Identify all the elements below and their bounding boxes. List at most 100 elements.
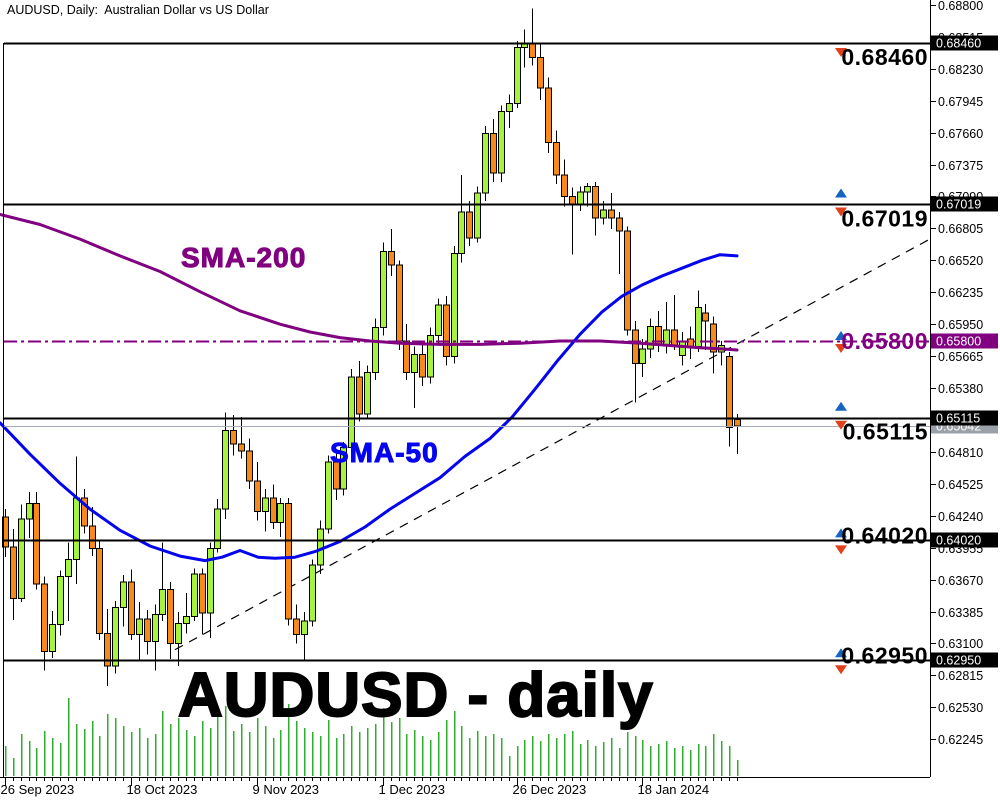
price-tick-label: 0.67945 — [938, 95, 983, 109]
candle-body — [128, 581, 135, 636]
candle-body — [639, 348, 646, 364]
candle — [270, 484, 277, 530]
candle — [710, 316, 717, 374]
candle — [616, 212, 623, 274]
candle — [26, 492, 33, 539]
candle — [435, 298, 442, 344]
candle-body — [57, 575, 64, 625]
candle — [718, 341, 725, 366]
sma-50-line[interactable] — [0, 253, 739, 563]
candle-body — [356, 376, 363, 415]
up-arrow-icon — [835, 331, 847, 341]
level-price-label: 0.65800 — [841, 328, 928, 354]
candle-body — [702, 312, 709, 322]
candle-body — [624, 230, 631, 331]
candle-body — [482, 133, 489, 194]
volume-layer — [4, 698, 739, 776]
candle-body — [616, 217, 623, 232]
price-tick-label: 0.68230 — [938, 63, 983, 77]
candle-body — [600, 209, 607, 219]
candle — [545, 77, 552, 153]
level-0.65800-box-label: 0.65800 — [936, 335, 981, 349]
candle — [238, 417, 245, 459]
candle — [2, 509, 9, 558]
candle — [608, 193, 615, 229]
candles-layer — [2, 8, 741, 687]
candle — [340, 441, 347, 496]
date-label: 9 Nov 2023 — [253, 782, 320, 797]
candle — [81, 488, 88, 534]
candle — [427, 327, 434, 384]
candle — [175, 612, 182, 666]
candle — [569, 187, 576, 255]
candle-body — [112, 607, 119, 667]
price-tick-label: 0.62815 — [938, 669, 983, 683]
up-arrow-icon — [835, 648, 847, 658]
down-arrow-icon — [835, 48, 847, 57]
candle — [458, 175, 465, 263]
price-tick-label: 0.67375 — [938, 159, 983, 173]
level-0.67019-box — [931, 196, 998, 212]
candle-body — [238, 443, 245, 452]
candle — [152, 604, 159, 671]
candle-body — [419, 353, 426, 378]
candle-body — [309, 564, 316, 622]
candle — [120, 575, 127, 627]
candle — [57, 570, 64, 636]
candle — [695, 290, 702, 353]
candle — [514, 40, 521, 108]
candle-body — [285, 502, 292, 620]
candle-body — [270, 497, 277, 523]
down-arrow-icon — [835, 344, 847, 354]
price-tick-label: 0.64525 — [938, 478, 983, 492]
price-tick-label: 0.66235 — [938, 286, 983, 300]
candle — [537, 44, 544, 101]
sma-200-line[interactable] — [0, 212, 739, 352]
candle — [104, 608, 111, 687]
candle-body — [96, 547, 103, 634]
level-price-label: 0.65115 — [843, 419, 928, 445]
level-0.64020-box-label: 0.64020 — [936, 534, 981, 548]
candle-body — [734, 418, 741, 427]
candle — [632, 320, 639, 403]
date-label: 26 Sep 2023 — [1, 782, 75, 797]
sma-layer — [0, 212, 739, 563]
candle — [183, 593, 190, 634]
candle — [592, 181, 599, 236]
chart-title: AUDUSD, Daily: Australian Dollar vs US D… — [7, 3, 269, 17]
candle-body — [340, 446, 347, 490]
date-label: 26 Dec 2023 — [513, 782, 587, 797]
candle-body — [199, 573, 206, 614]
candle-body — [577, 191, 584, 205]
candle — [687, 326, 694, 359]
candle-body — [380, 250, 387, 329]
candle — [49, 611, 56, 659]
candle-body — [73, 497, 80, 560]
candle — [191, 568, 198, 622]
candle — [561, 159, 568, 207]
candle — [521, 29, 528, 68]
candle-body — [388, 250, 395, 266]
price-tick-label: 0.63670 — [938, 574, 983, 588]
candle-body — [435, 304, 442, 336]
candle-body — [26, 502, 33, 520]
candle — [577, 186, 584, 212]
level-0.62950-box-label: 0.62950 — [936, 654, 981, 668]
candle — [443, 296, 450, 366]
candle-body — [348, 376, 355, 448]
candle-body — [325, 461, 332, 530]
candle — [364, 365, 371, 420]
candle-body — [65, 558, 72, 577]
candle-body — [427, 334, 434, 378]
candle — [301, 612, 308, 661]
candle — [734, 413, 741, 455]
candle — [285, 497, 292, 626]
candle-body — [592, 185, 599, 219]
candle-body — [222, 430, 229, 510]
candle — [482, 125, 489, 201]
candle — [403, 324, 410, 381]
price-tick-label: 0.64810 — [938, 446, 983, 460]
candle — [474, 186, 481, 243]
candle-body — [159, 589, 166, 615]
